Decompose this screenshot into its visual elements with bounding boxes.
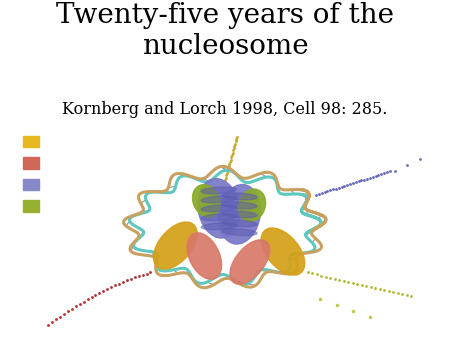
Ellipse shape	[193, 185, 220, 217]
Ellipse shape	[222, 211, 257, 218]
Text: H3: H3	[46, 179, 60, 190]
Ellipse shape	[222, 202, 257, 209]
Ellipse shape	[153, 222, 197, 269]
Ellipse shape	[219, 185, 261, 244]
Ellipse shape	[201, 223, 236, 230]
Ellipse shape	[201, 196, 236, 203]
Bar	[23, 136, 39, 147]
Bar	[23, 158, 39, 169]
Ellipse shape	[201, 214, 236, 221]
Ellipse shape	[187, 233, 221, 279]
Ellipse shape	[198, 178, 240, 238]
Ellipse shape	[201, 205, 236, 212]
Ellipse shape	[238, 189, 266, 222]
Text: H2A: H2A	[46, 137, 67, 147]
Ellipse shape	[222, 220, 257, 227]
Text: H2B: H2B	[46, 158, 67, 168]
Ellipse shape	[230, 240, 270, 284]
Text: Kornberg and Lorch 1998, Cell 98: 285.: Kornberg and Lorch 1998, Cell 98: 285.	[62, 101, 388, 118]
Bar	[23, 200, 39, 212]
Ellipse shape	[222, 193, 257, 200]
Ellipse shape	[222, 229, 257, 236]
Text: Twenty-five years of the
nucleosome: Twenty-five years of the nucleosome	[56, 2, 394, 59]
Ellipse shape	[201, 187, 236, 194]
Text: H4: H4	[46, 201, 60, 211]
Ellipse shape	[261, 228, 305, 275]
Bar	[23, 179, 39, 190]
